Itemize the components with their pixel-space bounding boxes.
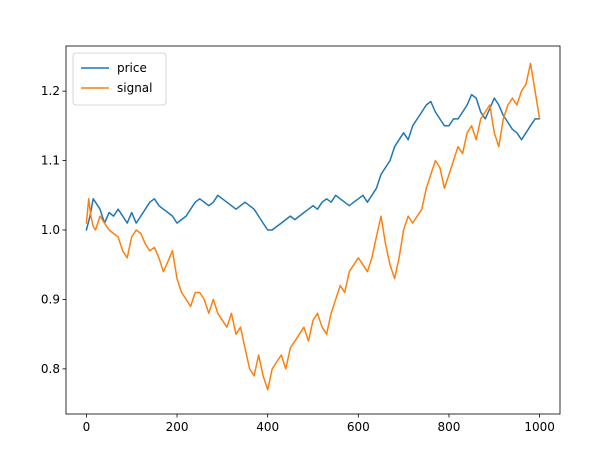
- series-line-price: [85, 93, 541, 231]
- y-tick-label: 0.9: [41, 292, 60, 306]
- x-tick-label: 1000: [524, 420, 555, 434]
- y-tick-label: 0.8: [41, 362, 60, 376]
- x-tick-label: 0: [83, 420, 91, 434]
- x-tick-label: 200: [166, 420, 189, 434]
- x-tick-label: 400: [256, 420, 279, 434]
- legend-box: [72, 52, 167, 106]
- y-tick-label: 1.1: [41, 154, 60, 168]
- y-axis: 0.8 0.9 1.0 1.1 1.2: [41, 84, 66, 376]
- x-tick-label: 800: [438, 420, 461, 434]
- legend: price signal: [72, 52, 167, 106]
- legend-label-price: price: [117, 61, 147, 75]
- x-axis: 0 200 400 600 800 1000: [83, 414, 555, 434]
- x-tick-label: 600: [347, 420, 370, 434]
- legend-label-signal: signal: [117, 81, 153, 95]
- y-tick-label: 1.0: [41, 223, 60, 237]
- series-layer: [85, 62, 541, 391]
- y-tick-label: 1.2: [41, 84, 60, 98]
- series-line-signal: [85, 62, 541, 391]
